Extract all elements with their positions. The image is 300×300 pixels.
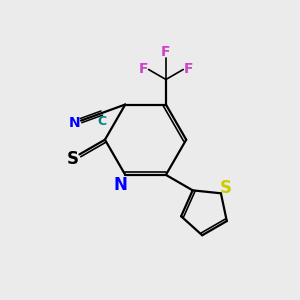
Text: F: F <box>184 62 193 76</box>
Text: N: N <box>114 176 128 194</box>
Text: F: F <box>161 45 171 59</box>
Text: N: N <box>69 116 81 130</box>
Text: S: S <box>220 179 232 197</box>
Text: S: S <box>66 149 78 167</box>
Text: F: F <box>139 62 148 76</box>
Text: C: C <box>97 115 106 128</box>
